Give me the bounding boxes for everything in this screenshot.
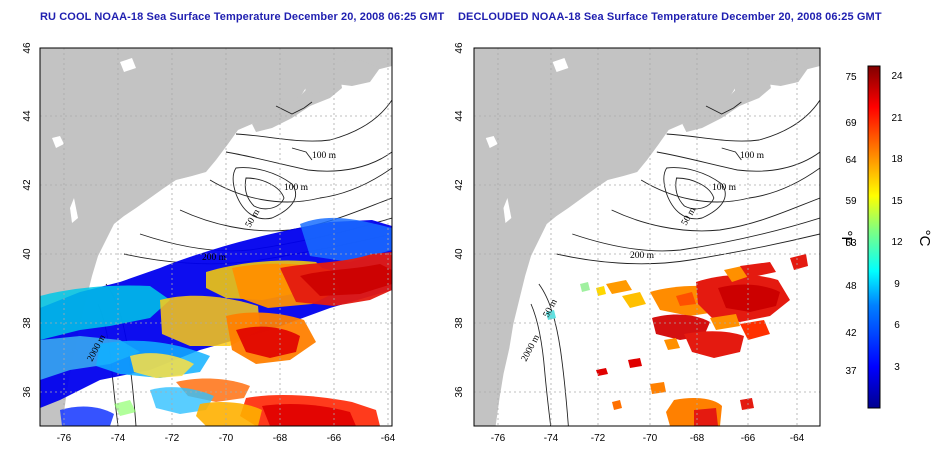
- fahrenheit-tick: 69: [845, 118, 857, 129]
- x-tick-label: -68: [690, 433, 705, 444]
- x-tick-label: -64: [790, 433, 805, 444]
- x-tick-label: -76: [57, 433, 72, 444]
- right-grid: [474, 48, 820, 426]
- y-tick-label: 42: [454, 179, 465, 191]
- right-map-panel: 100 m 100 m 50 m 200 m 50 m 2000 m -76 -…: [454, 42, 821, 444]
- contour-label-100m-b: 100 m: [284, 183, 309, 193]
- left-panel-title: RU COOL NOAA-18 Sea Surface Temperature …: [40, 11, 445, 23]
- contour-label-100m-a: 100 m: [740, 151, 765, 161]
- fahrenheit-tick: 53: [845, 238, 857, 249]
- celsius-tick: 15: [891, 196, 903, 207]
- x-tick-label: -74: [544, 433, 559, 444]
- y-tick-label: 44: [454, 110, 465, 122]
- fahrenheit-unit-label: °F: [838, 230, 855, 245]
- y-tick-label: 44: [22, 110, 33, 122]
- fahrenheit-tick: 42: [845, 328, 857, 339]
- fahrenheit-tick: 48: [845, 281, 857, 292]
- fahrenheit-tick: 64: [845, 155, 857, 166]
- fahrenheit-tick: 59: [845, 196, 857, 207]
- right-y-axis: 36 38 40 42 44 46: [454, 42, 465, 398]
- temperature-colorbar: 75 69 64 59 53 48 42 37 24 21 18 15 12 9…: [838, 65, 933, 409]
- y-tick-label: 42: [22, 179, 33, 191]
- contour-label-100m-b: 100 m: [712, 183, 737, 193]
- left-sst-field: [40, 217, 392, 426]
- contour-label-100m-a: 100 m: [312, 151, 337, 161]
- left-map-frame: [39, 47, 393, 427]
- right-x-axis: -76 -74 -72 -70 -68 -66 -64: [491, 433, 805, 444]
- x-tick-label: -70: [643, 433, 658, 444]
- right-map-frame: [473, 47, 821, 427]
- x-tick-label: -74: [111, 433, 126, 444]
- y-tick-label: 36: [22, 386, 33, 398]
- x-tick-label: -66: [327, 433, 342, 444]
- colorbar-celsius-scale: 24 21 18 15 12 9 6 3: [891, 71, 903, 373]
- fahrenheit-tick: 37: [845, 366, 857, 377]
- celsius-tick: 18: [891, 154, 903, 165]
- celsius-tick: 3: [894, 362, 900, 373]
- right-sst-field: [546, 254, 808, 426]
- x-tick-label: -68: [273, 433, 288, 444]
- y-tick-label: 40: [454, 248, 465, 260]
- colorbar-gradient: [867, 65, 881, 409]
- y-tick-label: 40: [22, 248, 33, 260]
- celsius-tick: 24: [891, 71, 903, 82]
- right-panel-title: DECLOUDED NOAA-18 Sea Surface Temperatur…: [458, 11, 882, 23]
- left-y-axis: 36 38 40 42 44 46: [22, 42, 33, 398]
- y-tick-label: 46: [454, 42, 465, 54]
- celsius-unit-label: °C: [916, 230, 933, 247]
- celsius-tick: 6: [894, 320, 900, 331]
- y-tick-label: 36: [454, 386, 465, 398]
- x-tick-label: -66: [741, 433, 756, 444]
- left-grid: [40, 48, 392, 426]
- y-tick-label: 46: [22, 42, 33, 54]
- x-tick-label: -72: [591, 433, 606, 444]
- left-x-axis: -76 -74 -72 -70 -68 -66 -64: [57, 433, 396, 444]
- y-tick-label: 38: [454, 317, 465, 329]
- fahrenheit-tick: 75: [845, 72, 857, 83]
- x-tick-label: -72: [165, 433, 180, 444]
- contour-label-200m: 200 m: [202, 253, 227, 263]
- colorbar-fahrenheit-scale: 75 69 64 59 53 48 42 37: [845, 72, 857, 377]
- x-tick-label: -70: [219, 433, 234, 444]
- celsius-tick: 21: [891, 113, 903, 124]
- y-tick-label: 38: [22, 317, 33, 329]
- x-tick-label: -64: [381, 433, 396, 444]
- celsius-tick: 12: [891, 237, 903, 248]
- celsius-tick: 9: [894, 279, 900, 290]
- contour-label-200m: 200 m: [630, 251, 655, 261]
- x-tick-label: -76: [491, 433, 506, 444]
- left-map-panel: 100 m 100 m 50 m 200 m 2000 m -76 -74 -7…: [22, 42, 396, 444]
